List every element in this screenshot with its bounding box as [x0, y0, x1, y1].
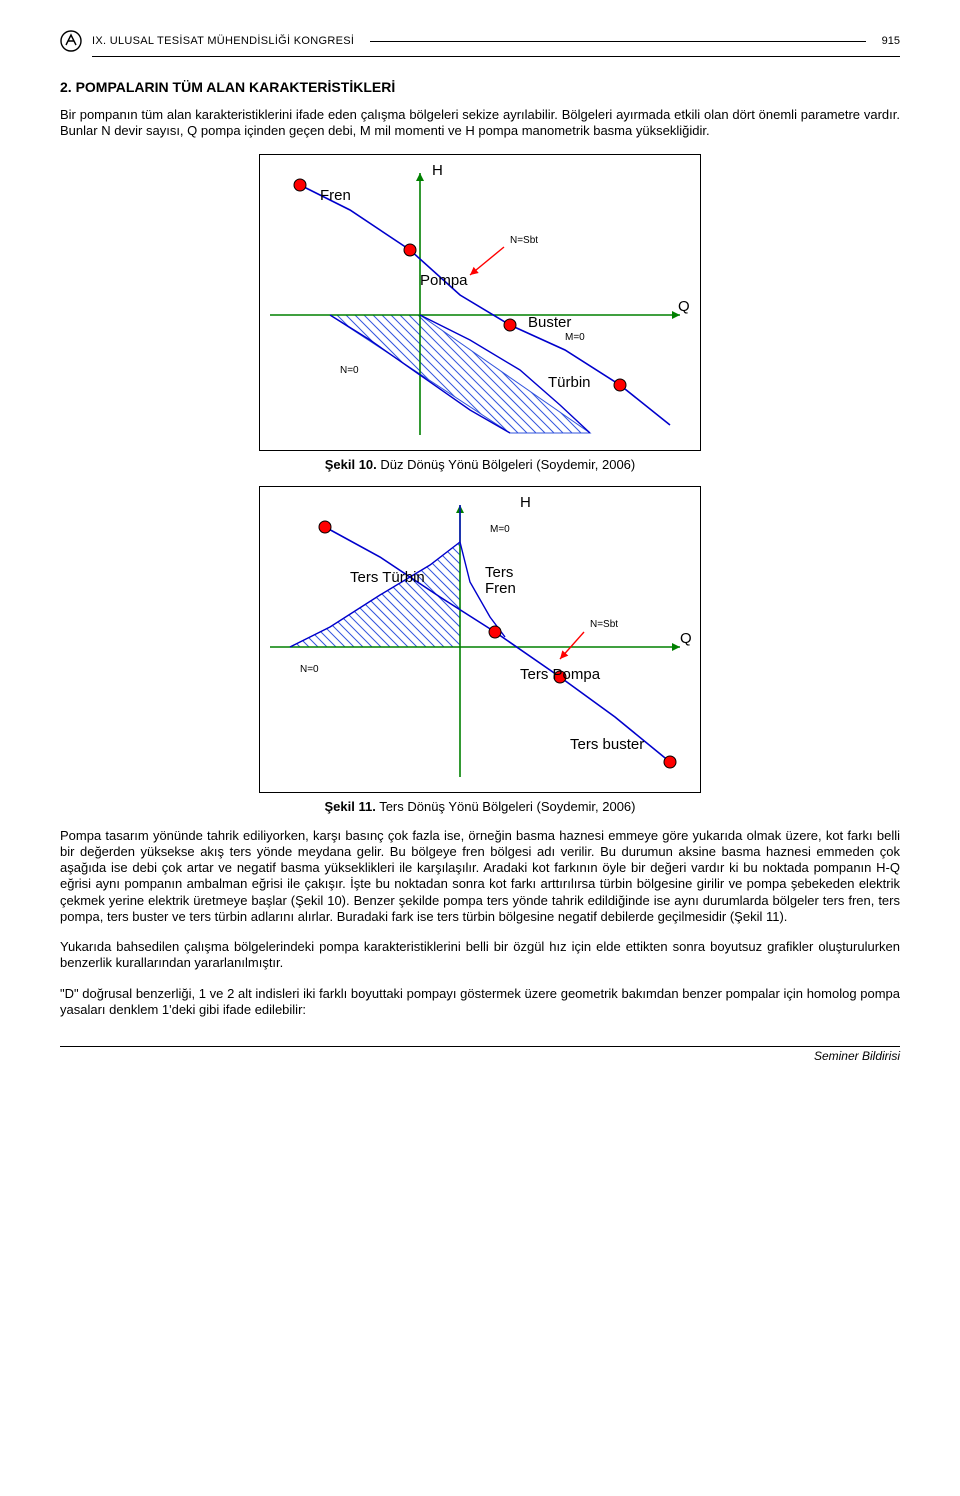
figure-10-caption: Şekil 10. Düz Dönüş Yönü Bölgeleri (Soyd… [60, 457, 900, 472]
figure-11: H Q Ters Türbin TersFren Ters Pompa Ters bust… [60, 486, 900, 793]
svg-text:Q: Q [680, 630, 692, 647]
svg-text:H: H [520, 494, 531, 511]
header-rule-2 [92, 56, 900, 57]
svg-text:Ters buster: Ters buster [570, 736, 644, 753]
figure-11-caption-text: Ters Dönüş Yönü Bölgeleri (Soydemir, 200… [376, 799, 636, 814]
section-heading: 2. POMPALARIN TÜM ALAN KARAKTERİSTİKLERİ [60, 79, 900, 95]
svg-text:Fren: Fren [485, 580, 516, 597]
paragraph-similarity: Yukarıda bahsedilen çalışma bölgelerinde… [60, 939, 900, 972]
figure-11-caption: Şekil 11. Ters Dönüş Yönü Bölgeleri (Soy… [60, 799, 900, 814]
svg-text:N=Sbt: N=Sbt [590, 619, 618, 630]
page-footer: Seminer Bildirisi [60, 1046, 900, 1063]
footer-text: Seminer Bildirisi [814, 1049, 900, 1063]
svg-text:Q: Q [678, 298, 690, 315]
svg-text:N=0: N=0 [340, 365, 359, 376]
svg-text:N=0: N=0 [300, 664, 319, 675]
svg-text:Ters Türbin: Ters Türbin [350, 569, 425, 586]
svg-text:Türbin: Türbin [548, 374, 591, 391]
header-rule [370, 41, 865, 42]
svg-text:Fren: Fren [320, 187, 351, 204]
figure-11-svg: H Q Ters Türbin TersFren Ters Pompa Ters bust… [260, 487, 700, 787]
page-header: IX. ULUSAL TESİSAT MÜHENDİSLİĞİ KONGRESİ… [60, 30, 900, 52]
paragraph-intro: Bir pompanın tüm alan karakteristiklerin… [60, 107, 900, 140]
paragraph-main: Pompa tasarım yönünde tahrik ediliyorken… [60, 828, 900, 926]
figure-11-caption-bold: Şekil 11. [325, 799, 376, 814]
figure-10-caption-text: Düz Dönüş Yönü Bölgeleri (Soydemir, 2006… [377, 457, 635, 472]
figure-10-caption-bold: Şekil 10. [325, 457, 377, 472]
svg-text:H: H [432, 162, 443, 179]
svg-text:Ters Pompa: Ters Pompa [520, 666, 601, 683]
svg-text:Pompa: Pompa [420, 272, 468, 289]
svg-text:M=0: M=0 [565, 332, 585, 343]
page-number: 915 [882, 35, 900, 47]
svg-text:Buster: Buster [528, 314, 571, 331]
paragraph-d: "D" doğrusal benzerliği, 1 ve 2 alt indi… [60, 986, 900, 1019]
conference-title: IX. ULUSAL TESİSAT MÜHENDİSLİĞİ KONGRESİ [92, 35, 354, 47]
footer-rule [60, 1046, 900, 1047]
svg-text:M=0: M=0 [490, 524, 510, 535]
figure-10-svg: H Q Fren Pompa Buster Türbin N=Sbt M=0 N=0 [260, 155, 700, 445]
svg-text:Ters: Ters [485, 564, 513, 581]
figure-10: H Q Fren Pompa Buster Türbin N=Sbt M=0 N=0 [60, 154, 900, 451]
svg-text:N=Sbt: N=Sbt [510, 235, 538, 246]
logo-icon [60, 30, 82, 52]
